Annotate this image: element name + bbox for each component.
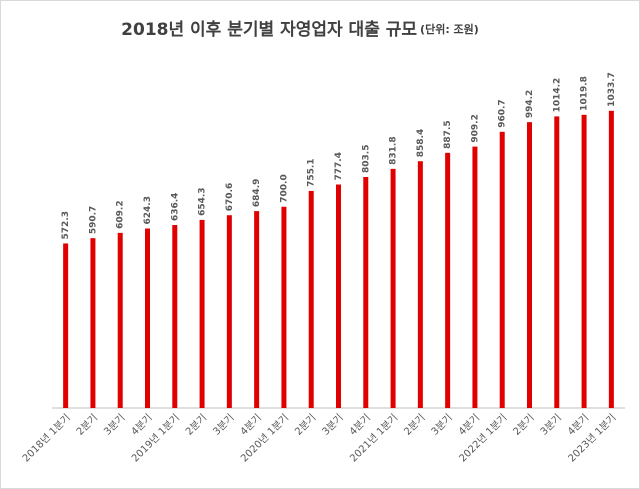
value-label: 609.2: [116, 200, 126, 228]
bar: [390, 168, 396, 408]
bar: [254, 211, 260, 408]
chart-title: 2018년 이후 분기별 자영업자 대출 규모: [121, 19, 417, 40]
bar: [608, 110, 614, 408]
bar: [581, 114, 587, 409]
value-label: 994.2: [525, 90, 535, 118]
value-label: 755.1: [307, 158, 317, 186]
value-label: 1033.7: [607, 72, 617, 107]
value-label: 684.9: [252, 179, 262, 207]
bar: [117, 232, 123, 408]
value-label: 1019.8: [580, 76, 590, 111]
value-label: 1014.2: [552, 78, 562, 113]
bar: [417, 161, 423, 408]
value-label: 858.4: [416, 129, 426, 157]
value-label: 590.7: [88, 206, 98, 234]
bar: [527, 122, 532, 408]
chart-unit: (단위: 조원): [420, 22, 479, 36]
value-label: 887.5: [443, 120, 453, 148]
value-label: 636.4: [170, 193, 180, 221]
bar: [445, 152, 451, 408]
value-label: 654.3: [198, 187, 208, 215]
value-label: 700.0: [279, 174, 289, 202]
bar: [499, 131, 505, 408]
value-label: 572.3: [61, 211, 71, 239]
bar: [90, 238, 96, 408]
bar: [336, 184, 341, 408]
value-label: 670.6: [225, 183, 235, 211]
value-label: 624.3: [143, 196, 153, 224]
bar: [472, 146, 478, 409]
bar: [199, 219, 205, 408]
bar: [226, 215, 232, 408]
bar: [554, 116, 560, 408]
chart-heading: 2018년 이후 분기별 자영업자 대출 규모 (단위: 조원): [121, 19, 479, 40]
bar: [145, 228, 150, 408]
bar: [308, 190, 314, 408]
bar: [281, 206, 287, 408]
bar: [172, 225, 178, 408]
bar: [363, 176, 369, 408]
value-label: 803.5: [361, 145, 371, 173]
value-label: 909.2: [470, 114, 480, 142]
value-label: 777.4: [334, 152, 344, 180]
value-label: 960.7: [498, 99, 508, 127]
value-label: 831.8: [389, 136, 399, 164]
bar: [63, 243, 69, 408]
